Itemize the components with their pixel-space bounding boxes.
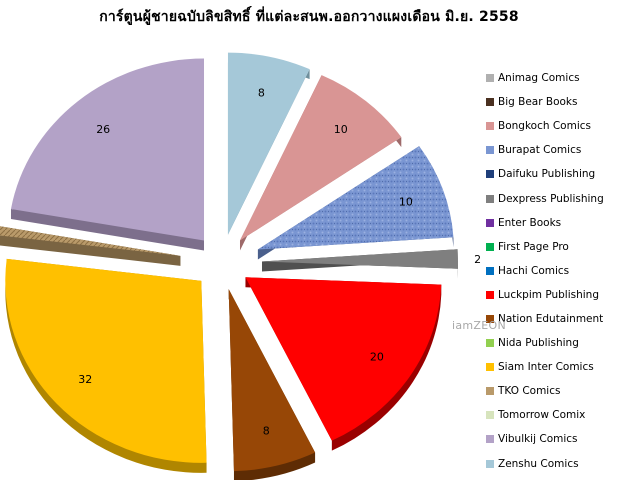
legend-item-tomorrow-comix: Tomorrow Comix (486, 403, 618, 427)
legend-label: Enter Books (498, 216, 562, 229)
slice-bongkoch-comics[interactable] (239, 75, 402, 241)
slice-top-layer (0, 52, 458, 472)
slice-siam-inter-comics[interactable] (5, 258, 207, 463)
legend-label: Burapat Comics (498, 144, 582, 157)
legend-label: Luckpim Publishing (498, 288, 599, 301)
legend: Animag Comics Big Bear Books Bongkoch Comi… (486, 66, 618, 476)
legend-item-luckpim-publishing: Luckpim Publishing (486, 283, 618, 307)
data-label-layer: 10102208321268 (78, 86, 481, 438)
legend-swatch (486, 242, 494, 251)
legend-item-burapat-comics: Burapat Comics (486, 138, 618, 162)
legend-swatch (486, 411, 494, 420)
legend-item-bongkoch-comics: Bongkoch Comics (486, 114, 618, 138)
data-label-siam-inter-comics: 32 (78, 373, 92, 386)
data-label-nation-edutainment: 8 (263, 425, 270, 438)
legend-swatch (486, 459, 494, 468)
legend-item-first-page-pro: First Page Pro (486, 235, 618, 259)
legend-item-enter-books: Enter Books (486, 211, 618, 235)
legend-label: Nation Edutainment (498, 312, 604, 325)
data-label-vibulkij-comics: 26 (96, 123, 110, 136)
legend-swatch (486, 339, 494, 348)
legend-item-nida-publishing: Nida Publishing (486, 331, 618, 355)
legend-item-dexpress-publishing: Dexpress Publishing (486, 186, 618, 210)
legend-swatch (486, 146, 494, 155)
legend-item-big-bear-books: Big Bear Books (486, 90, 618, 114)
legend-label: Siam Inter Comics (498, 361, 594, 374)
legend-label: Animag Comics (498, 72, 580, 85)
legend-item-nation-edutainment: Nation Edutainment (486, 307, 618, 331)
legend-swatch (486, 194, 494, 203)
slice-zenshu-comics[interactable] (227, 52, 310, 235)
legend-label: Tomorrow Comix (498, 409, 586, 422)
data-label-zenshu-comics: 8 (258, 86, 265, 99)
legend-swatch (486, 314, 494, 323)
legend-label: Vibulkij Comics (498, 433, 578, 446)
legend-swatch (486, 435, 494, 444)
legend-label: Big Bear Books (498, 96, 578, 109)
legend-swatch (486, 218, 494, 227)
legend-label: Bongkoch Comics (498, 120, 591, 133)
legend-label: First Page Pro (498, 240, 569, 253)
legend-swatch (486, 266, 494, 275)
slice-dexpress-publishing[interactable] (261, 249, 458, 269)
slice-tko-comics[interactable] (0, 224, 181, 256)
legend-label: TKO Comics (498, 385, 561, 398)
legend-item-vibulkij-comics: Vibulkij Comics (486, 427, 618, 451)
legend-label: Dexpress Publishing (498, 192, 604, 205)
legend-label: Hachi Comics (498, 264, 570, 277)
chart-title: การ์ตูนผู้ชายฉบับลิขสิทธิ์ ที่แต่ละสนพ.อ… (99, 9, 519, 25)
legend-swatch (486, 387, 494, 396)
slice-luckpim-publishing[interactable] (245, 277, 442, 441)
data-label-burapat-comics: 10 (399, 196, 413, 209)
legend-item-tko-comics: TKO Comics (486, 379, 618, 403)
legend-item-daifuku-publishing: Daifuku Publishing (486, 162, 618, 186)
legend-item-siam-inter-comics: Siam Inter Comics (486, 355, 618, 379)
watermark: iamZEON (452, 319, 506, 332)
legend-swatch (486, 170, 494, 179)
legend-item-animag-comics: Animag Comics (486, 66, 618, 90)
legend-item-zenshu-comics: Zenshu Comics (486, 452, 618, 476)
slice-burapat-comics[interactable] (257, 146, 454, 250)
legend-label: Nida Publishing (498, 337, 579, 350)
slice-vibulkij-comics[interactable] (10, 58, 205, 241)
legend-label: Daifuku Publishing (498, 168, 596, 181)
data-label-luckpim-publishing: 20 (370, 351, 384, 364)
data-label-bongkoch-comics: 10 (334, 123, 348, 136)
legend-item-hachi-comics: Hachi Comics (486, 259, 618, 283)
legend-swatch (486, 74, 494, 83)
legend-swatch (486, 363, 494, 372)
legend-swatch (486, 122, 494, 131)
slice-nation-edutainment[interactable] (228, 289, 316, 472)
data-label-dexpress-publishing: 2 (474, 253, 481, 266)
legend-label: Zenshu Comics (498, 457, 579, 470)
legend-swatch (486, 290, 494, 299)
legend-swatch (486, 98, 494, 107)
